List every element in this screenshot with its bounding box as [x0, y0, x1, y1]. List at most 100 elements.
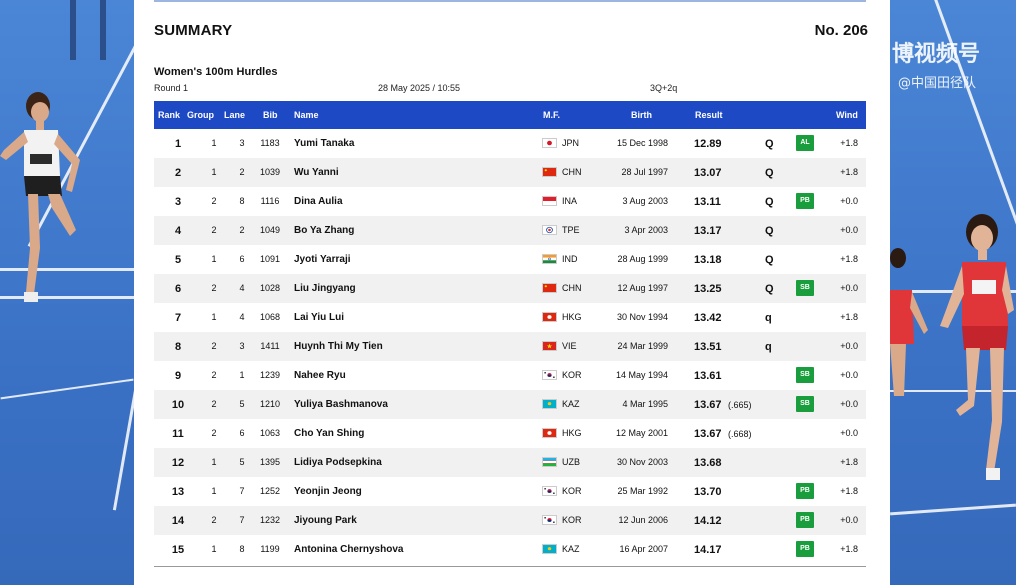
cell-lane: 7: [239, 515, 245, 525]
cell-result: 13.61: [694, 370, 722, 382]
cell-rank: 1: [174, 138, 182, 150]
cell-athlete-name: Antonina Chernyshova: [294, 544, 404, 555]
cell-athlete-name: Liu Jingyang: [294, 283, 356, 294]
table-row: 12 1 5 1395 Lidiya Podsepkina UZB 30 Nov 2003 1…: [154, 448, 866, 477]
cell-wind: +0.0: [840, 283, 858, 293]
cell-result: 13.25: [694, 283, 722, 295]
cell-qualification: Q: [765, 138, 774, 150]
vie-flag-icon: [542, 341, 557, 351]
cell-group: 1: [211, 544, 217, 554]
left-video-panel: [0, 0, 134, 585]
cell-birth: 25 Mar 1992: [617, 486, 668, 496]
cell-athlete-name: Jiyoung Park: [294, 515, 357, 526]
cell-lane: 8: [239, 196, 245, 206]
chn-flag-icon: [542, 167, 557, 177]
cell-rank: 4: [174, 225, 182, 237]
watermark-title: 博视频号: [892, 42, 981, 67]
event-name: Women's 100m Hurdles: [154, 66, 278, 78]
cell-rank: 3: [174, 196, 182, 208]
cell-result: 14.17: [694, 544, 722, 556]
cell-wind: +0.0: [840, 225, 858, 235]
cell-result: 13.07: [694, 167, 722, 179]
cell-wind: +1.8: [840, 312, 858, 322]
kor-flag-icon: [542, 515, 557, 525]
result-sheet: SUMMARY No. 206 Women's 100m Hurdles Rou…: [134, 0, 890, 585]
header-result: Result: [695, 110, 723, 120]
cell-birth: 28 Aug 1999: [617, 254, 668, 264]
cell-athlete-name: Bo Ya Zhang: [294, 225, 355, 236]
cell-birth: 14 May 1994: [615, 370, 668, 380]
hurdler-figure-left: [0, 92, 80, 302]
cell-birth: 4 Mar 1995: [622, 399, 668, 409]
record-badge: SB: [796, 367, 814, 383]
cell-wind: +1.8: [840, 544, 858, 554]
cell-rank: 14: [171, 515, 185, 527]
cell-group: 2: [211, 370, 217, 380]
cell-birth: 12 Aug 1997: [617, 283, 668, 293]
cell-group: 2: [211, 283, 217, 293]
table-row: 4 2 2 1049 Bo Ya Zhang TPE 3 Apr 2003 13.17 Q +0.…: [154, 216, 866, 245]
cell-rank: 12: [171, 457, 185, 469]
cell-wind: +0.0: [840, 428, 858, 438]
table-row: 3 2 8 1116 Dina Aulia INA 3 Aug 2003 13.11 Q PB +0…: [154, 187, 866, 216]
cell-qualification: Q: [765, 167, 774, 179]
page-title: SUMMARY: [154, 22, 233, 39]
cell-result-detail: (.668): [728, 429, 752, 439]
cell-birth: 16 Apr 2007: [619, 544, 668, 554]
cell-result-detail: (.665): [728, 400, 752, 410]
header-lane: Lane: [224, 110, 246, 120]
header-birth: Birth: [631, 110, 652, 120]
cell-bib: 1068: [259, 312, 281, 322]
cell-wind: +1.8: [840, 167, 858, 177]
cell-result: 13.70: [694, 486, 722, 498]
cell-birth: 12 Jun 2006: [618, 515, 668, 525]
cell-group: 2: [211, 225, 217, 235]
cell-wind: +0.0: [840, 515, 858, 525]
watermark-handle: @中国田径队: [898, 76, 977, 91]
cell-group: 1: [211, 312, 217, 322]
cell-birth: 3 Apr 2003: [624, 225, 668, 235]
cell-result: 13.11: [694, 196, 721, 208]
cell-bib: 1239: [259, 370, 281, 380]
cell-lane: 6: [239, 254, 245, 264]
cell-rank: 13: [171, 486, 185, 498]
header-wind: Wind: [836, 110, 858, 120]
bottom-divider: [154, 566, 866, 567]
cell-bib: 1028: [259, 283, 281, 293]
cell-group: 2: [211, 515, 217, 525]
ina-flag-icon: [542, 196, 557, 206]
cell-lane: 8: [239, 544, 245, 554]
cell-group: 1: [211, 457, 217, 467]
cell-bib: 1210: [259, 399, 281, 409]
cell-qualification: q: [765, 312, 772, 324]
cell-rank: 5: [174, 254, 182, 266]
table-header: Rank Group Lane Bib Name M.F. Birth Resu…: [154, 101, 866, 129]
cell-wind: +0.0: [840, 370, 858, 380]
qualification-rule: 3Q+2q: [650, 83, 678, 93]
cell-birth: 28 Jul 1997: [621, 167, 668, 177]
cell-group: 2: [211, 341, 217, 351]
cell-country: CHN: [562, 167, 582, 177]
cell-lane: 3: [239, 138, 245, 148]
record-badge: SB: [796, 396, 814, 412]
table-row: 1 1 3 1183 Yumi Tanaka JPN 15 Dec 1998 12.89 Q AL…: [154, 129, 866, 158]
cell-result: 13.42: [694, 312, 722, 324]
cell-qualification: Q: [765, 283, 774, 295]
tpe-flag-icon: [542, 225, 557, 235]
cell-result: 13.67: [694, 399, 722, 411]
kor-flag-icon: [542, 486, 557, 496]
cell-result: 12.89: [694, 138, 722, 150]
cell-country: UZB: [562, 457, 580, 467]
cell-lane: 7: [239, 486, 245, 496]
cell-country: VIE: [562, 341, 577, 351]
table-row: 15 1 8 1199 Antonina Chernyshova KAZ 16 Apr 20…: [154, 535, 866, 564]
cell-wind: +1.8: [840, 138, 858, 148]
cell-athlete-name: Yumi Tanaka: [294, 138, 355, 149]
round-label: Round 1: [154, 83, 189, 93]
cell-bib: 1395: [259, 457, 281, 467]
cell-country: KAZ: [562, 399, 580, 409]
table-row: 2 1 2 1039 Wu Yanni CHN 28 Jul 1997 13.07 Q +1.8: [154, 158, 866, 187]
cell-lane: 2: [239, 225, 245, 235]
cell-bib: 1091: [259, 254, 281, 264]
kaz-flag-icon: [542, 544, 557, 554]
